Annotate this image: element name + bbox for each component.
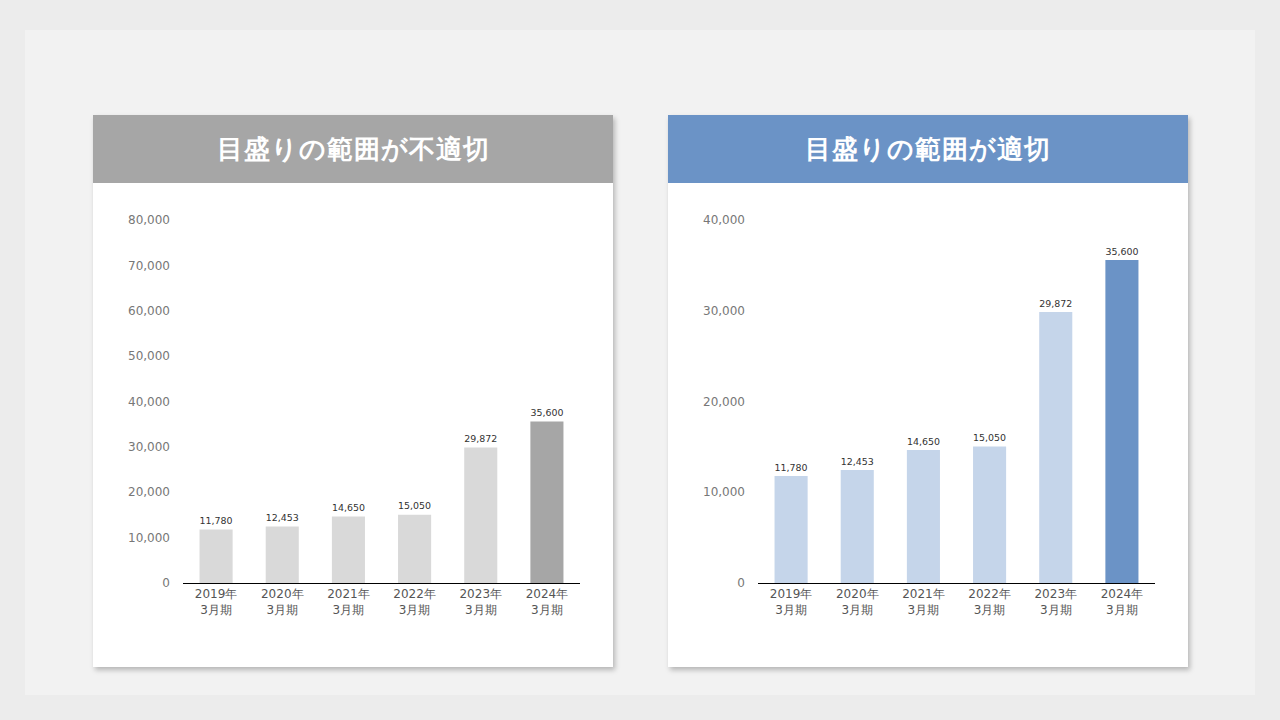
svg-text:20,000: 20,000 xyxy=(128,485,170,499)
svg-text:2023年3月期: 2023年3月期 xyxy=(459,587,502,617)
svg-text:2023年3月期: 2023年3月期 xyxy=(1034,587,1077,617)
svg-text:30,000: 30,000 xyxy=(703,304,745,318)
svg-text:12,453: 12,453 xyxy=(266,512,299,523)
svg-text:0: 0 xyxy=(737,576,745,590)
svg-text:35,600: 35,600 xyxy=(530,407,563,418)
svg-text:15,050: 15,050 xyxy=(398,500,431,511)
svg-text:14,650: 14,650 xyxy=(332,502,365,513)
svg-text:10,000: 10,000 xyxy=(703,485,745,499)
svg-text:50,000: 50,000 xyxy=(128,349,170,363)
svg-text:30,000: 30,000 xyxy=(128,440,170,454)
svg-text:2024年3月期: 2024年3月期 xyxy=(1101,587,1144,617)
svg-text:2024年3月期: 2024年3月期 xyxy=(526,587,569,617)
svg-text:2020年3月期: 2020年3月期 xyxy=(836,587,879,617)
svg-text:40,000: 40,000 xyxy=(128,395,170,409)
svg-text:29,872: 29,872 xyxy=(464,433,497,444)
svg-text:10,000: 10,000 xyxy=(128,531,170,545)
svg-text:14,650: 14,650 xyxy=(907,436,940,447)
html-text:目盛りの範囲が適切: 目盛りの範囲が適切 xyxy=(805,134,1051,164)
html-text:目盛りの範囲が不適切: 目盛りの範囲が不適切 xyxy=(216,134,490,164)
svg-text:11,780: 11,780 xyxy=(775,462,808,473)
svg-text:70,000: 70,000 xyxy=(128,259,170,273)
svg-text:20,000: 20,000 xyxy=(703,395,745,409)
svg-text:35,600: 35,600 xyxy=(1105,246,1138,257)
svg-text:11,780: 11,780 xyxy=(200,515,233,526)
svg-text:2022年3月期: 2022年3月期 xyxy=(968,587,1011,617)
svg-text:40,000: 40,000 xyxy=(703,213,745,227)
svg-text:2019年3月期: 2019年3月期 xyxy=(770,587,813,617)
svg-text:2022年3月期: 2022年3月期 xyxy=(393,587,436,617)
svg-text:60,000: 60,000 xyxy=(128,304,170,318)
svg-text:2019年3月期: 2019年3月期 xyxy=(195,587,238,617)
svg-text:0: 0 xyxy=(162,576,170,590)
svg-text:2020年3月期: 2020年3月期 xyxy=(261,587,304,617)
svg-text:2021年3月期: 2021年3月期 xyxy=(902,587,945,617)
svg-text:2021年3月期: 2021年3月期 xyxy=(327,587,370,617)
svg-text:15,050: 15,050 xyxy=(973,432,1006,443)
svg-text:29,872: 29,872 xyxy=(1039,298,1072,309)
svg-text:80,000: 80,000 xyxy=(128,213,170,227)
svg-text:12,453: 12,453 xyxy=(841,456,874,467)
